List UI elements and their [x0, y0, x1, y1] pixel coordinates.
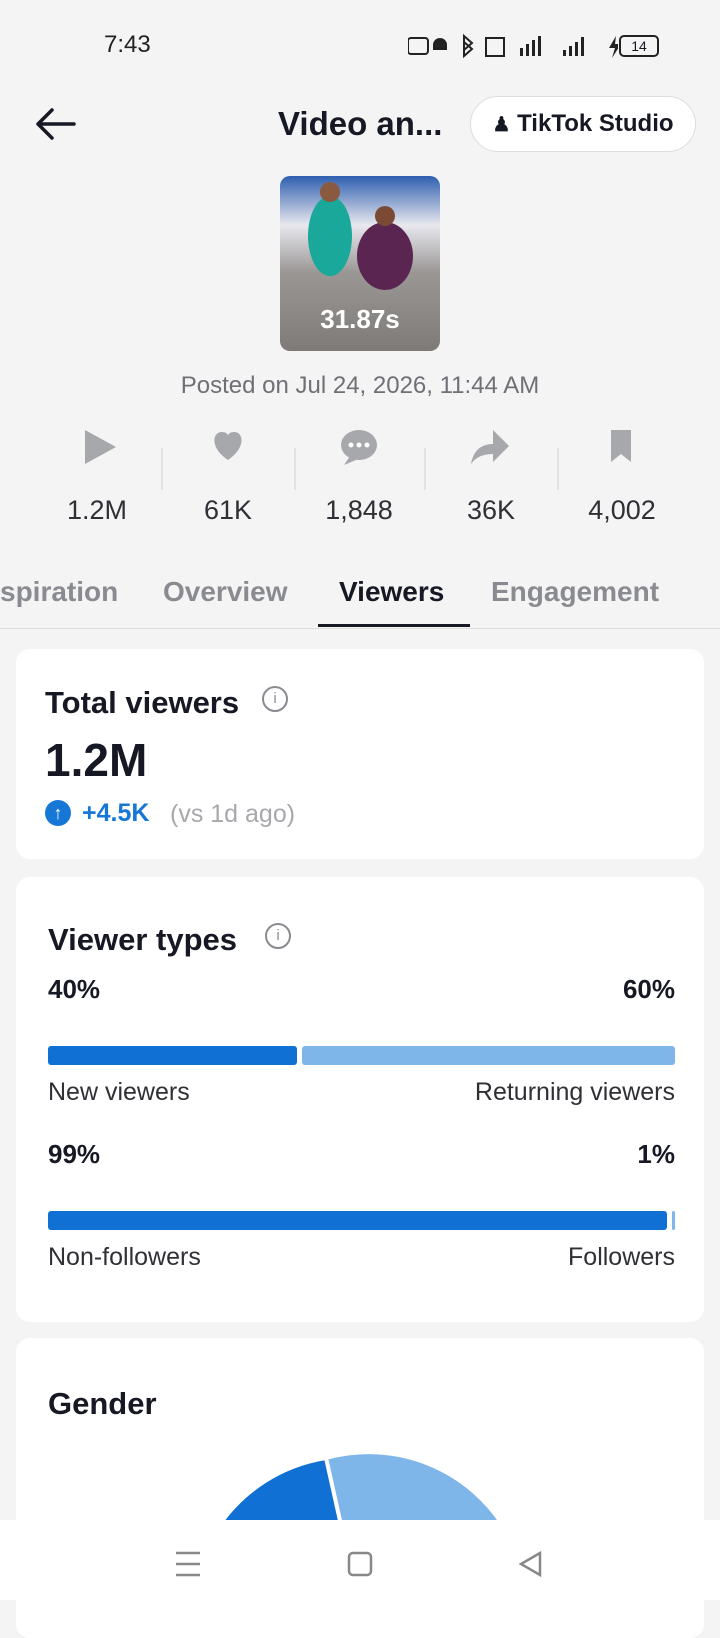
stat-icons: [85, 430, 631, 490]
status-icons: [408, 33, 618, 59]
right-percent: 60%: [622, 974, 675, 1004]
nav-bar: [0, 1520, 720, 1600]
tab-divider: [0, 628, 720, 629]
left-name: New viewers: [48, 1078, 190, 1106]
total-viewers-card: Total viewers i 1.2M ↑ +4.5K (vs 1d ago): [16, 649, 704, 859]
studio-button[interactable]: ♟ TikTok Studio: [470, 96, 696, 152]
tab[interactable]: Engagement: [491, 576, 660, 607]
studio-label: TikTok Studio: [517, 110, 674, 137]
info-icon[interactable]: i: [265, 923, 291, 949]
thumbnail-art: [308, 182, 413, 290]
stat-count: 1,848: [325, 495, 393, 525]
stat-count: 61K: [203, 495, 253, 525]
stat-count: 4,002: [588, 495, 656, 525]
stat-count: 36K: [466, 495, 516, 525]
bar-right: [671, 1211, 675, 1230]
comparison: (vs 1d ago): [170, 800, 296, 828]
video-thumbnail[interactable]: 31.87s: [280, 176, 440, 351]
left-name: Non-followers: [48, 1243, 201, 1271]
change-value: +4.5K: [82, 799, 150, 827]
up-icon: ↑: [45, 800, 71, 826]
tab[interactable]: Overview: [163, 576, 288, 607]
card-title: Viewer types: [48, 922, 237, 957]
right-name: Followers: [568, 1243, 675, 1271]
page-title: Video an...: [278, 105, 443, 142]
viewer-types-card: Viewer types i 40% 60% New viewers Returnin…: [16, 877, 704, 1322]
total-value: 1.2M: [45, 734, 148, 786]
card-title: Total viewers: [45, 685, 240, 720]
video-duration: 31.87s: [320, 304, 400, 334]
bar-left: [48, 1046, 297, 1065]
back-button[interactable]: [34, 106, 78, 142]
bar-left: [48, 1211, 667, 1230]
left-percent: 40%: [48, 974, 101, 1004]
tab[interactable]: spiration: [0, 576, 119, 607]
info-icon[interactable]: i: [262, 686, 288, 712]
card-title: Gender: [48, 1386, 157, 1421]
left-percent: 99%: [48, 1139, 101, 1169]
battery: 14: [619, 35, 659, 57]
right-name: Returning viewers: [474, 1078, 675, 1106]
bar-right: [301, 1046, 675, 1065]
posted-date: Posted on Jul 24, 2026, 11:44 AM: [180, 372, 540, 399]
tab-active[interactable]: Viewers: [339, 576, 445, 607]
nav-icons: [176, 1550, 542, 1578]
status-time: 7:43: [104, 31, 151, 58]
screen: 7:43 14 Video an... ♟ TikTok Studio 31.8…: [0, 31, 720, 1638]
right-percent: 1%: [637, 1139, 675, 1169]
stat-count: 1.2M: [66, 495, 128, 525]
tab-indicator: [318, 624, 470, 627]
